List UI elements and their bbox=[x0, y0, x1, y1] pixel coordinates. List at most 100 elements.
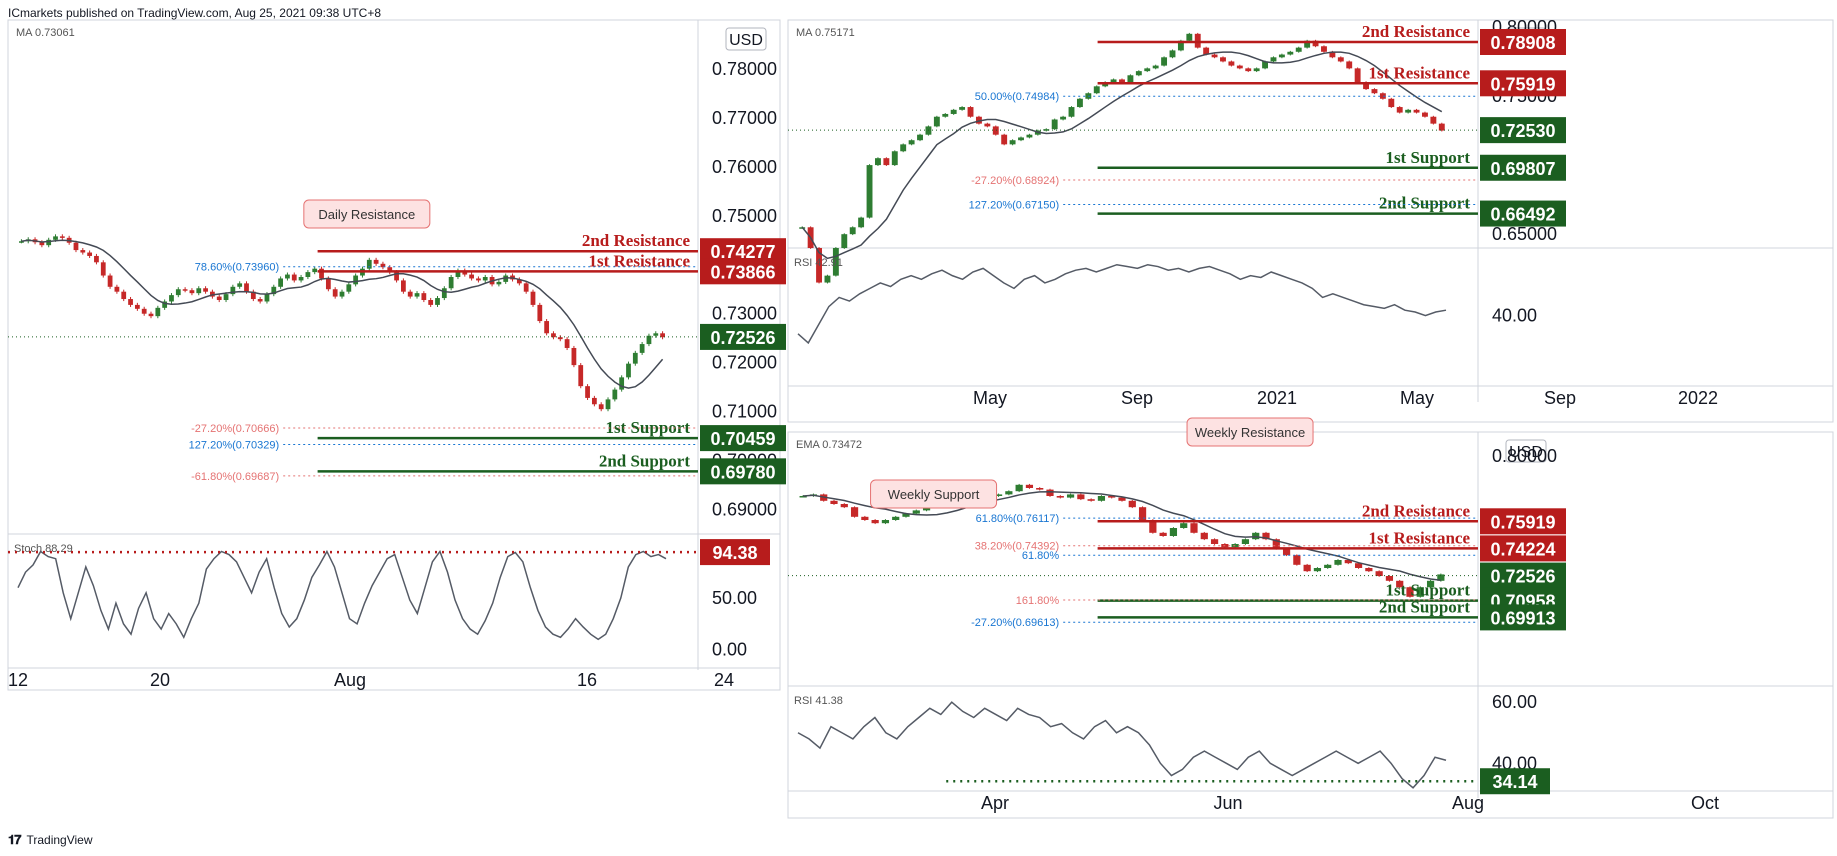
level-label: 1st Resistance bbox=[1368, 528, 1470, 547]
candle bbox=[1108, 496, 1116, 498]
candle bbox=[1190, 523, 1198, 533]
price-tag bbox=[700, 258, 786, 285]
level-label: 2nd Support bbox=[599, 451, 691, 470]
fib-label: 127.20%(0.70329) bbox=[189, 439, 280, 451]
candle bbox=[1119, 79, 1125, 83]
candle bbox=[975, 116, 982, 124]
candle bbox=[1036, 488, 1044, 490]
price-tag bbox=[1480, 508, 1566, 535]
candle bbox=[155, 307, 161, 317]
candle bbox=[1363, 82, 1369, 90]
price-tag bbox=[1480, 535, 1566, 562]
candle bbox=[264, 294, 270, 302]
candle bbox=[1346, 61, 1353, 69]
candle bbox=[1272, 539, 1280, 549]
candle bbox=[107, 275, 113, 287]
candle bbox=[121, 291, 127, 300]
indicator-label: MA 0.75171 bbox=[796, 27, 855, 39]
candle bbox=[1066, 494, 1075, 498]
candle bbox=[523, 283, 529, 292]
candle bbox=[1406, 587, 1414, 597]
candle bbox=[1329, 51, 1336, 58]
candle bbox=[1241, 539, 1250, 544]
candle bbox=[832, 248, 839, 276]
candle bbox=[175, 289, 181, 296]
candle bbox=[80, 250, 86, 253]
candle bbox=[1043, 129, 1050, 131]
fib-label: 38.20%(0.74392) bbox=[975, 541, 1059, 553]
fib-label: -27.20%(0.69613) bbox=[971, 617, 1059, 629]
candle bbox=[912, 510, 920, 514]
candle bbox=[346, 284, 352, 292]
candle bbox=[1210, 539, 1219, 544]
currency-badge bbox=[1505, 439, 1547, 463]
candle bbox=[942, 113, 949, 117]
candle bbox=[1144, 68, 1151, 72]
candle bbox=[1093, 86, 1100, 94]
price-tag-value: 0.75919 bbox=[1490, 74, 1555, 94]
candle bbox=[824, 275, 831, 283]
candle bbox=[1437, 574, 1445, 581]
price-tick-label: 0.65000 bbox=[1492, 224, 1557, 244]
moving-average-line bbox=[801, 51, 1443, 260]
candle bbox=[469, 274, 474, 279]
osc-level-tag bbox=[1480, 768, 1550, 795]
candle bbox=[455, 270, 461, 277]
candle bbox=[1303, 564, 1311, 572]
candle bbox=[799, 496, 807, 498]
fib-label: 50.00%(0.74984) bbox=[975, 91, 1059, 103]
candle bbox=[1025, 484, 1034, 488]
moving-average-line bbox=[21, 239, 664, 389]
price-tag-value: 0.69913 bbox=[1490, 608, 1555, 628]
candle bbox=[892, 516, 900, 520]
candle bbox=[421, 293, 427, 301]
level-label: 1st Support bbox=[1385, 581, 1470, 600]
candle bbox=[861, 516, 869, 520]
time-tick-label: Apr bbox=[981, 793, 1009, 813]
candle bbox=[141, 308, 147, 314]
candle bbox=[1396, 107, 1403, 113]
price-tag bbox=[1480, 200, 1566, 227]
candle bbox=[380, 263, 386, 268]
price-tag-value: 0.75919 bbox=[1490, 512, 1555, 532]
candle bbox=[373, 259, 379, 264]
candle bbox=[959, 107, 966, 110]
candle bbox=[994, 494, 1003, 496]
candle bbox=[1413, 109, 1420, 113]
candle bbox=[585, 386, 590, 398]
osc-level-value: 34.14 bbox=[1492, 772, 1537, 792]
currency-badge bbox=[725, 27, 767, 51]
price-tag bbox=[1480, 28, 1566, 55]
price-tick-label: 0.72000 bbox=[712, 353, 777, 373]
candle bbox=[1177, 40, 1184, 51]
candle bbox=[849, 227, 856, 235]
candle bbox=[537, 304, 543, 322]
level-label: 2nd Resistance bbox=[582, 231, 691, 250]
candle bbox=[148, 313, 154, 317]
candle bbox=[1385, 576, 1394, 581]
candle bbox=[1077, 494, 1085, 500]
candle bbox=[1334, 560, 1342, 565]
candle bbox=[298, 277, 304, 281]
price-tag-value: 0.69780 bbox=[710, 462, 775, 482]
candle bbox=[933, 116, 940, 127]
candle bbox=[557, 337, 563, 340]
currency-label: USD bbox=[729, 32, 763, 49]
candle bbox=[1180, 523, 1188, 528]
time-tick-label: 12 bbox=[8, 670, 28, 690]
candle bbox=[1118, 497, 1126, 501]
candle bbox=[1371, 89, 1378, 94]
candle bbox=[516, 279, 522, 284]
level-label: 2nd Resistance bbox=[1362, 22, 1471, 41]
price-tick-label: 0.69000 bbox=[712, 500, 777, 520]
candle bbox=[653, 333, 659, 336]
price-tag bbox=[1480, 154, 1566, 181]
candle bbox=[114, 286, 120, 292]
fib-label: -27.20%(0.70666) bbox=[191, 423, 279, 435]
candle bbox=[1262, 532, 1270, 540]
price-tag bbox=[1480, 70, 1566, 97]
candle bbox=[840, 504, 848, 508]
candle bbox=[414, 293, 420, 297]
candle bbox=[1110, 79, 1117, 83]
time-tick-label: Jun bbox=[1213, 793, 1242, 813]
